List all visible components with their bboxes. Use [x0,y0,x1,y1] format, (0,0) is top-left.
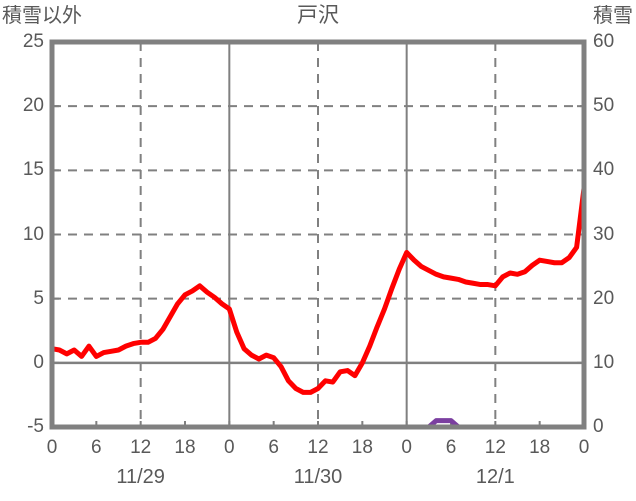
left-tick-label: -5 [27,416,44,437]
x-date-label: 11/30 [293,466,343,488]
x-hour-label: 12 [484,437,506,458]
left-tick-label: 10 [22,223,44,245]
right-tick-label: 30 [593,223,615,245]
right-tick-label: 0 [593,416,604,437]
x-hour-label: 6 [268,437,279,458]
chart-title: 戸沢 [297,4,339,27]
x-hour-label: 12 [130,437,152,458]
x-date-label: 11/29 [116,466,165,488]
left-tick-label: 20 [22,95,44,117]
right-tick-label: 50 [593,95,615,117]
x-hour-label: 0 [224,437,235,458]
left-tick-label: 25 [22,31,44,52]
x-hour-label: 0 [46,437,58,458]
left-tick-label: 5 [33,287,44,309]
x-hour-label: 6 [445,437,457,458]
right-axis-title: 積雪 [593,5,633,27]
gridlines [52,42,584,427]
x-hour-label: 18 [529,437,551,458]
x-date-label: 12/1 [475,466,515,488]
left-axis-title: 積雪以外 [2,5,82,27]
precip-line [49,185,587,395]
right-tick-label: 60 [593,31,615,52]
right-tick-label: 20 [593,287,615,309]
x-hour-label: 18 [174,437,196,458]
x-hour-label: 12 [307,437,329,458]
x-hour-label: 0 [578,437,590,458]
plot-frame [49,39,587,430]
x-hour-label: 18 [351,437,373,458]
left-tick-label: 15 [22,159,44,181]
x-hour-label: 0 [401,437,412,458]
x-hour-label: 6 [91,437,102,458]
right-tick-label: 10 [593,351,615,373]
right-tick-label: 40 [593,159,615,181]
left-tick-label: 0 [33,351,44,373]
